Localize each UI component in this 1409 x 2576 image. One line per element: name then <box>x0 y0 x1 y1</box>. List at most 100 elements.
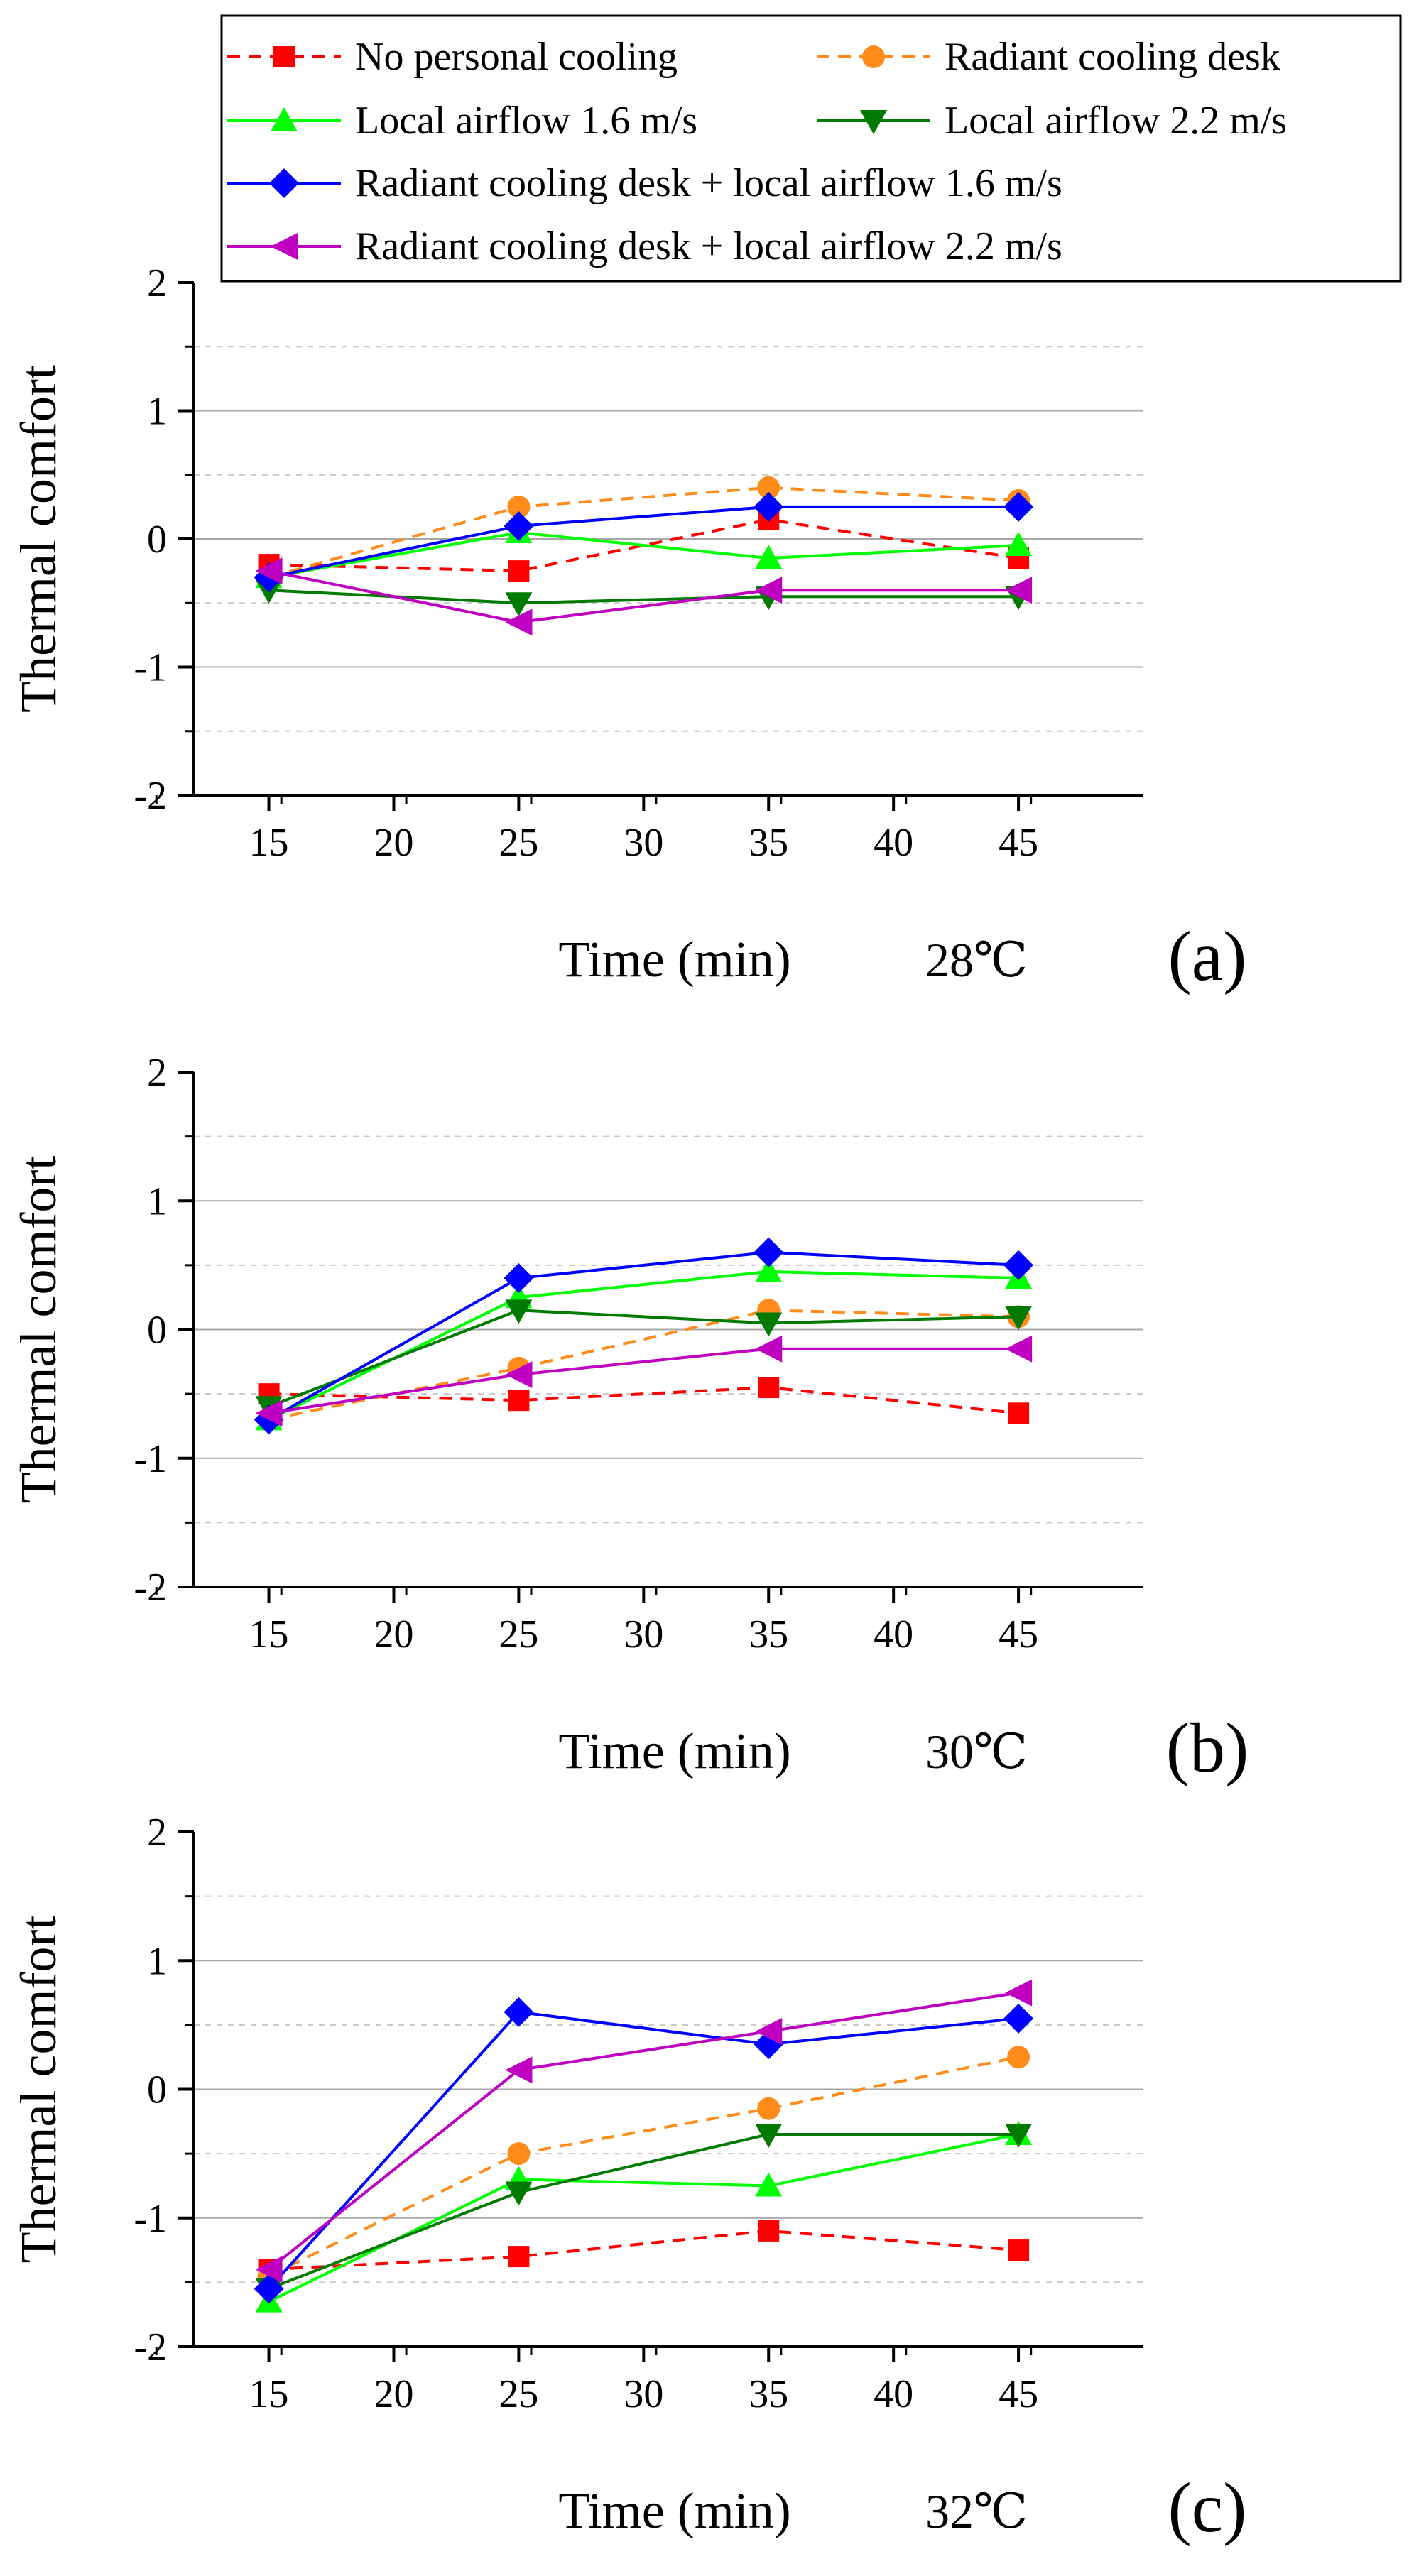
series-line <box>268 505 1019 579</box>
data-point <box>505 2181 533 2206</box>
x-tick-label: 15 <box>249 2372 289 2416</box>
data-point <box>1007 2046 1030 2069</box>
legend-label: Radiant cooling desk + local airflow 1.6… <box>355 161 1062 205</box>
legend-marker <box>273 46 295 67</box>
series-line <box>268 530 1019 579</box>
x-tick-label: 40 <box>874 821 913 865</box>
data-point <box>757 2097 780 2120</box>
y-tick-label: -2 <box>134 2325 167 2369</box>
data-point <box>1003 1250 1034 1280</box>
legend-label: No personal cooling <box>355 35 678 79</box>
data-point <box>755 577 783 604</box>
y-tick-label: -2 <box>134 1566 167 1610</box>
series <box>254 1997 1034 2304</box>
series-line <box>268 1347 1019 1415</box>
data-point <box>755 1335 783 1363</box>
data-point <box>754 1237 784 1267</box>
legend-label: Radiant cooling desk <box>945 35 1280 79</box>
x-tick-label: 45 <box>999 2372 1038 2416</box>
y-tick-label: 2 <box>147 1811 167 1855</box>
y-tick-label: -2 <box>134 774 167 818</box>
legend-box <box>220 14 1402 283</box>
data-point <box>504 1263 534 1293</box>
x-tick-label: 45 <box>999 1612 1038 1657</box>
data-point <box>1005 577 1033 604</box>
legend-marker <box>862 45 885 68</box>
x-tick-label: 20 <box>374 1612 413 1657</box>
data-point <box>505 1299 533 1324</box>
series <box>254 1237 1034 1435</box>
series <box>258 1377 1030 1424</box>
data-point <box>254 2274 284 2304</box>
x-tick-label: 25 <box>499 1612 538 1657</box>
y-tick-label: 1 <box>147 390 167 434</box>
y-tick-label: -1 <box>134 646 167 690</box>
series-line <box>268 486 1019 579</box>
data-point <box>1005 532 1033 557</box>
y-tick-label: 0 <box>147 2068 167 2112</box>
data-point <box>1005 1306 1033 1331</box>
data-point <box>505 608 533 636</box>
x-tick-label: 20 <box>374 2372 413 2416</box>
data-point <box>507 2142 531 2166</box>
legend-item: Radiant cooling desk + local airflow 1.6… <box>227 161 1062 205</box>
legend-label: Local airflow 2.2 m/s <box>945 99 1287 143</box>
legend: No personal cooling Radiant cooling desk L… <box>220 14 1402 283</box>
data-point <box>255 557 283 585</box>
series-line <box>268 1991 1019 2271</box>
data-point <box>508 560 530 582</box>
chart-panel: -2 -1 0 1 2 15 20 25 30 35 40 45 Thermal comfort Time… <box>10 1811 1247 2547</box>
legend-item: No personal cooling <box>227 35 678 79</box>
y-axis-label: Thermal comfort <box>10 1156 67 1504</box>
data-point <box>505 1360 533 1388</box>
x-axis-label: Time (min) <box>558 1723 790 1779</box>
data-point <box>505 592 533 617</box>
temperature-label: 28℃ <box>925 933 1028 987</box>
series <box>255 1335 1033 1427</box>
x-tick-label: 15 <box>249 821 289 865</box>
series <box>255 2120 1033 2313</box>
panel-label: (c) <box>1168 2468 1247 2547</box>
data-point <box>1005 1335 1033 1363</box>
data-point <box>757 476 780 499</box>
x-tick-label: 35 <box>749 821 788 865</box>
series <box>255 1257 1033 1431</box>
series <box>255 1979 1033 2283</box>
x-tick-label: 30 <box>624 1612 663 1657</box>
x-tick-label: 20 <box>374 821 413 865</box>
series <box>254 491 1034 593</box>
y-tick-label: -1 <box>134 1437 167 1481</box>
data-point <box>1003 491 1034 522</box>
data-point <box>1005 1979 1033 2007</box>
y-tick-label: 0 <box>147 518 167 562</box>
data-point <box>255 2256 283 2283</box>
series <box>255 557 1033 636</box>
series-line <box>268 2132 1019 2291</box>
series-line <box>268 1386 1019 1415</box>
data-point <box>755 2172 783 2197</box>
temperature-label: 30℃ <box>925 1725 1028 1779</box>
series-line <box>268 2010 1019 2290</box>
y-tick-label: 0 <box>147 1309 167 1353</box>
data-point <box>758 1377 780 1399</box>
legend-item: Radiant cooling desk + local airflow 2.2… <box>227 224 1062 268</box>
series-line <box>268 569 1019 624</box>
legend-label: Local airflow 1.6 m/s <box>355 99 697 143</box>
x-axis-label: Time (min) <box>558 2482 790 2539</box>
data-point <box>505 2056 533 2084</box>
data-point <box>758 2220 780 2242</box>
y-tick-label: 2 <box>147 261 167 305</box>
series <box>255 579 1033 617</box>
series <box>255 518 1033 589</box>
x-tick-label: 25 <box>499 821 538 865</box>
data-point <box>754 491 784 522</box>
panel-label: (b) <box>1166 1708 1249 1787</box>
legend-item: Radiant cooling desk <box>817 35 1280 79</box>
x-tick-label: 15 <box>249 1612 289 1657</box>
x-axis-label: Time (min) <box>558 931 790 988</box>
y-axis-label: Thermal comfort <box>10 365 67 713</box>
legend-item: Local airflow 2.2 m/s <box>817 99 1287 143</box>
series-line <box>268 1309 1019 1409</box>
